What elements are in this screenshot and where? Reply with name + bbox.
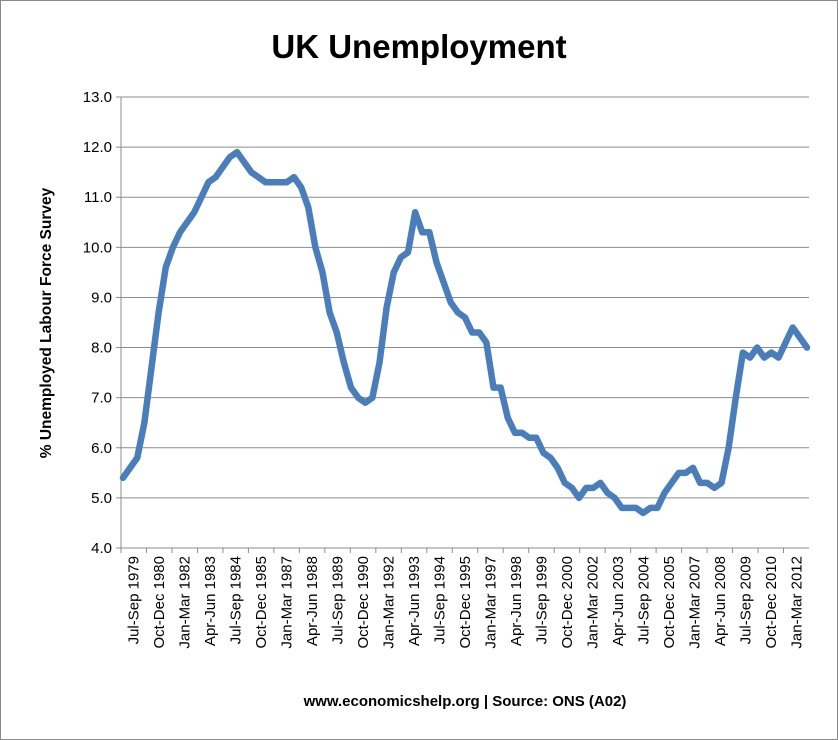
x-tick-label: Apr-Jun 1998 <box>508 556 525 646</box>
unemployment-series-line <box>119 148 811 517</box>
x-tick-label: Jul-Sep 1994 <box>432 556 449 644</box>
chart-title: UK Unemployment <box>271 28 567 65</box>
y-tick-label: 6.0 <box>91 440 112 457</box>
x-tick-label: Oct-Dec 2010 <box>763 556 780 649</box>
x-tick-label: Jan-Mar 1987 <box>279 556 296 649</box>
x-tick-label: Jan-Mar 2007 <box>686 556 703 649</box>
y-tick-label: 11.0 <box>84 189 112 206</box>
x-tick-label: Oct-Dec 2005 <box>661 556 678 649</box>
y-tick-label: 13.0 <box>83 89 112 106</box>
x-tick-label: Jul-Sep 2009 <box>737 556 754 644</box>
x-axis-ticks: Jul-Sep 1979 Oct-Dec 1980 Jan-Mar 1982 Apr-… <box>120 548 805 649</box>
x-tick-label: Apr-Jun 1993 <box>406 556 423 646</box>
x-tick-label: Apr-Jun 1983 <box>202 556 219 646</box>
x-tick-label: Apr-Jun 1988 <box>304 556 321 646</box>
y-tick-label: 12.0 <box>83 139 112 156</box>
x-tick-label: Oct-Dec 2000 <box>559 556 576 649</box>
y-tick-label: 8.0 <box>91 340 112 357</box>
y-axis-ticks: 4.0 5.0 6.0 7.0 8.0 9.0 10.0 11.0 12.0 13.0 <box>83 89 121 557</box>
x-tick-label: Oct-Dec 1985 <box>253 556 270 649</box>
y-tick-label: 4.0 <box>91 540 112 557</box>
source-note: www.economicshelp.org | Source: ONS (A02… <box>303 693 627 710</box>
y-tick-label: 10.0 <box>83 239 112 256</box>
x-tick-label: Jul-Sep 1989 <box>330 556 347 644</box>
y-tick-label: 9.0 <box>91 289 112 306</box>
x-tick-label: Jul-Sep 1984 <box>228 556 245 644</box>
x-tick-label: Jul-Sep 1979 <box>126 556 143 644</box>
x-tick-label: Jul-Sep 1999 <box>533 556 550 644</box>
x-tick-label: Oct-Dec 1995 <box>457 556 474 649</box>
x-tick-label: Apr-Jun 2008 <box>712 556 729 646</box>
y-tick-label: 5.0 <box>91 490 112 507</box>
x-tick-label: Oct-Dec 1990 <box>355 556 372 649</box>
y-tick-label: 7.0 <box>91 390 112 407</box>
gridlines <box>120 96 809 549</box>
x-tick-label: Jan-Mar 2012 <box>788 556 805 649</box>
x-tick-label: Apr-Jun 2003 <box>610 556 627 646</box>
x-tick-label: Oct-Dec 1980 <box>151 556 168 649</box>
x-tick-label: Jan-Mar 2002 <box>584 556 601 649</box>
x-tick-label: Jul-Sep 2004 <box>635 556 652 644</box>
x-tick-label: Jan-Mar 1982 <box>177 556 194 649</box>
series-layer <box>119 148 811 517</box>
x-tick-label: Jan-Mar 1997 <box>482 556 499 649</box>
x-tick-label: Jan-Mar 1992 <box>381 556 398 649</box>
